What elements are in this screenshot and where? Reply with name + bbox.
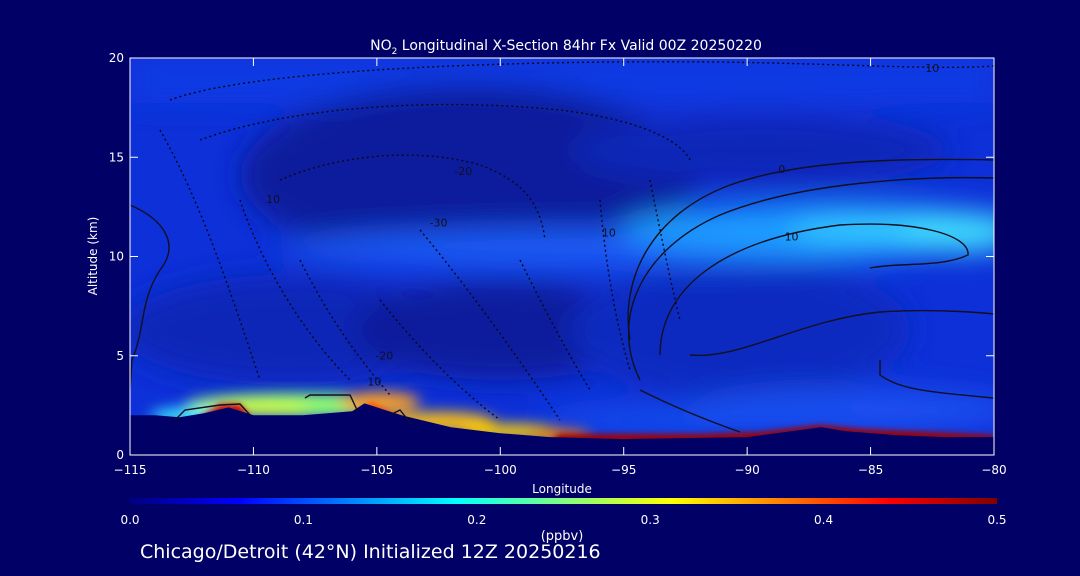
contour-label: 10 [367, 376, 381, 389]
x-tick-label: −85 [858, 463, 883, 477]
colorbar-tick-label: 0.3 [641, 513, 660, 527]
figure-caption: Chicago/Detroit (42°N) Initialized 12Z 2… [140, 541, 601, 563]
x-tick-label: −110 [237, 463, 270, 477]
y-tick-label: 0 [116, 448, 124, 462]
contour-solid-mid-right [659, 223, 969, 356]
contour-label: 10 [266, 193, 280, 206]
terrain-surface [130, 403, 994, 455]
colorbar-bar [130, 498, 997, 504]
colorbar-tick-label: 0.5 [987, 513, 1006, 527]
x-tick-label: −95 [611, 463, 636, 477]
colorbar-tick-label: 0.1 [294, 513, 313, 527]
y-tick-label: 10 [109, 250, 124, 264]
contour-label: 10 [602, 227, 616, 240]
contour-label: -30 [430, 217, 448, 230]
x-axis-label: Longitude [532, 482, 592, 496]
x-tick-label: −100 [484, 463, 517, 477]
contour-label: -20 [454, 165, 472, 178]
contour-dotted-lines [159, 61, 994, 421]
contour-solid-plateau [174, 394, 413, 426]
y-tick-label: 15 [109, 150, 124, 164]
colorbar-tick-label: 0.0 [120, 513, 139, 527]
contour-solid-left [130, 204, 170, 391]
y-tick-label: 5 [116, 349, 124, 363]
contour-solid-lower-right [879, 360, 994, 399]
x-tick-label: −90 [734, 463, 759, 477]
y-axis-label: Altitude (km) [86, 217, 100, 296]
chart-title: NO2 Longitudinal X-Section 84hr Fx Valid… [370, 38, 762, 57]
heatmap-field: 10 -20 10 -30 10 -20 10 10 0 [130, 58, 994, 455]
contour-solid-upper-right-2 [627, 176, 994, 381]
colorbar-ticks: 0.0 0.1 0.2 0.3 0.4 0.5 [120, 513, 1006, 527]
y-axis: 0 5 10 15 20 [109, 51, 994, 462]
contour-solid-inner-right [689, 309, 994, 357]
x-tick-label: −80 [981, 463, 1006, 477]
contour-solid-lowerright-2 [639, 389, 741, 433]
field-smooth-layer [130, 58, 994, 434]
contour-label: -20 [375, 350, 393, 363]
contour-label: 10 [925, 62, 939, 75]
colorbar-tick-label: 0.2 [467, 513, 486, 527]
colorbar: 0.0 0.1 0.2 0.3 0.4 0.5 (ppbv) [120, 498, 1007, 544]
colorbar-tick-label: 0.4 [814, 513, 833, 527]
x-axis: −115 −110 −105 −100 −95 −90 −85 −80 [114, 58, 1007, 477]
contour-lines [130, 61, 994, 433]
contour-labels: 10 -20 10 -30 10 -20 10 10 0 [266, 62, 939, 389]
contour-solid-upper-right [627, 158, 994, 341]
contour-label: 10 [785, 231, 799, 244]
x-tick-label: −115 [114, 463, 147, 477]
colorbar-label: (ppbv) [541, 529, 584, 544]
x-tick-label: −105 [360, 463, 393, 477]
y-tick-label: 20 [109, 51, 124, 65]
contour-label: 0 [778, 163, 785, 176]
